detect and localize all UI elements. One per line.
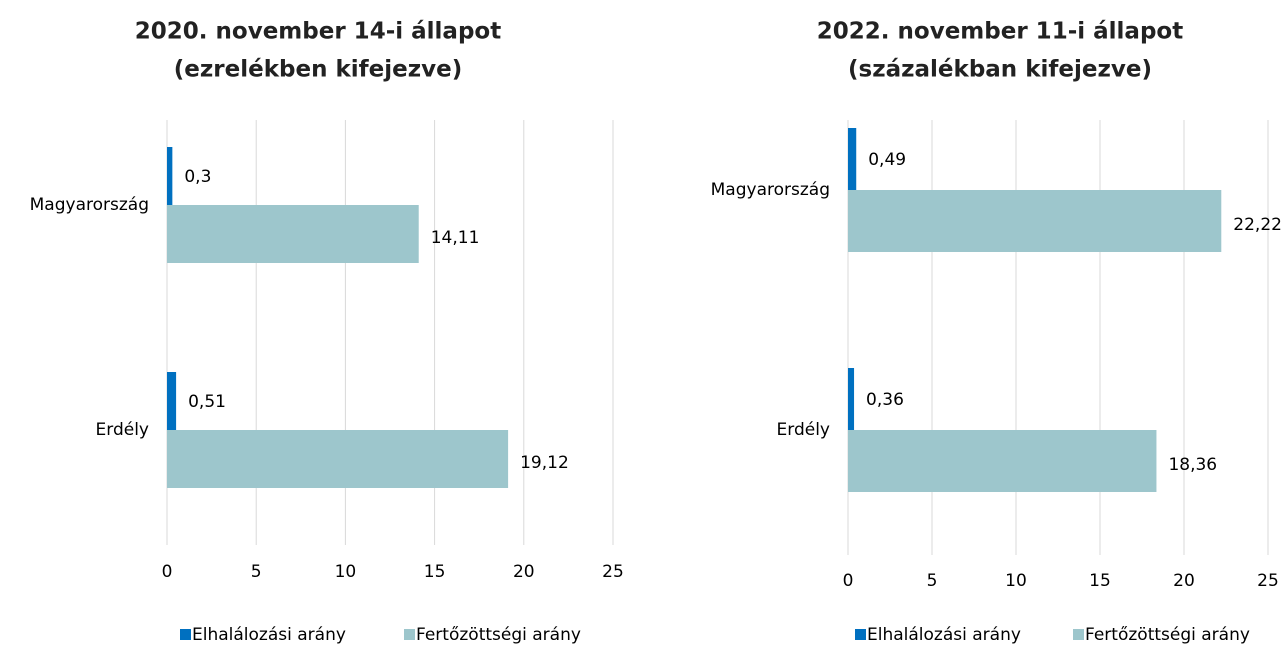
x-tick-label: 15 <box>424 562 446 582</box>
x-tick-label: 25 <box>1257 571 1279 591</box>
y-tick-label: Magyarország <box>711 180 830 200</box>
legend-swatch <box>404 629 415 640</box>
legend-label: Elhalálozási arány <box>192 625 346 645</box>
x-tick-label: 0 <box>843 571 854 591</box>
legend-label: Fertőzöttségi arány <box>416 625 581 645</box>
data-label: 22,22 <box>1233 215 1282 235</box>
x-tick-label: 20 <box>513 562 535 582</box>
x-tick-label: 10 <box>1005 571 1027 591</box>
y-tick-label: Erdély <box>777 420 830 440</box>
bar <box>848 190 1222 252</box>
x-tick-label: 0 <box>162 562 173 582</box>
data-label: 19,12 <box>520 453 569 473</box>
chart-subtitle: (százalékban kifejezve) <box>848 57 1152 83</box>
y-tick-label: Erdély <box>96 420 149 440</box>
legend-swatch <box>855 629 866 640</box>
legend-label: Elhalálozási arány <box>867 625 1021 645</box>
chart-subtitle: (ezrelékben kifejezve) <box>174 57 462 83</box>
bar <box>848 430 1157 492</box>
data-label: 0,51 <box>188 392 226 412</box>
bar <box>167 430 509 488</box>
data-label: 0,36 <box>866 390 904 410</box>
chart-title: 2020. november 14-i állapot <box>135 19 501 45</box>
bar <box>848 128 857 190</box>
x-tick-label: 5 <box>251 562 262 582</box>
data-label: 0,49 <box>868 150 906 170</box>
legend-swatch <box>180 629 191 640</box>
x-tick-label: 5 <box>927 571 938 591</box>
data-label: 14,11 <box>431 228 480 248</box>
x-tick-label: 25 <box>602 562 624 582</box>
legend-swatch <box>1073 629 1084 640</box>
bar <box>167 372 177 430</box>
bar <box>167 205 419 263</box>
x-tick-label: 15 <box>1089 571 1111 591</box>
data-label: 18,36 <box>1168 455 1217 475</box>
y-tick-label: Magyarország <box>30 195 149 215</box>
bar <box>848 368 855 430</box>
legend-label: Fertőzöttségi arány <box>1085 625 1250 645</box>
x-tick-label: 20 <box>1173 571 1195 591</box>
bar <box>167 147 173 205</box>
data-label: 0,3 <box>184 167 211 187</box>
chart-title: 2022. november 11-i állapot <box>817 19 1183 45</box>
x-tick-label: 10 <box>335 562 357 582</box>
